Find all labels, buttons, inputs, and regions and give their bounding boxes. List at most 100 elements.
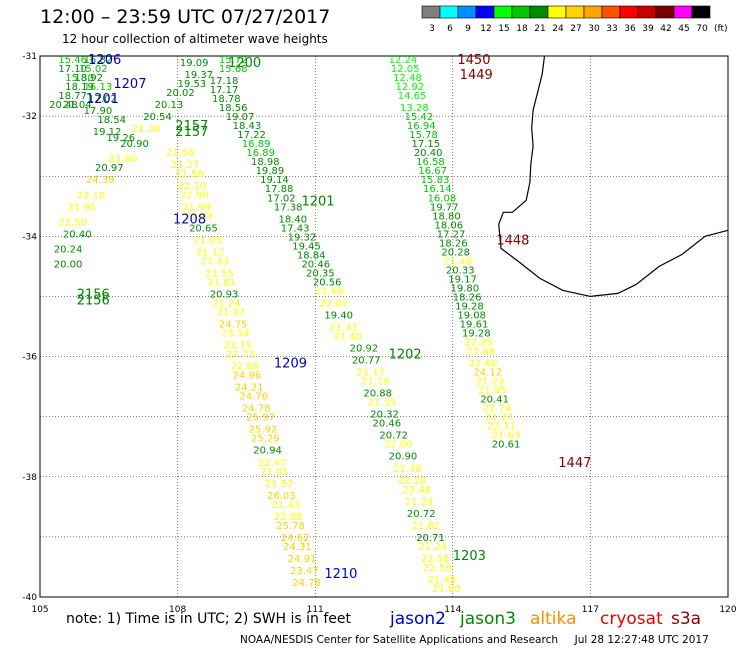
- swh-value: 18.54: [97, 115, 126, 126]
- swh-value: 16.89: [246, 148, 275, 159]
- swh-value: 21.07: [217, 307, 246, 318]
- colorbar-label: 9: [465, 24, 471, 34]
- swh-value: 22.25: [464, 338, 493, 349]
- mission-jason2-label: jason2: [390, 609, 446, 629]
- pass-number: 2157: [175, 119, 208, 134]
- pass-number: 1210: [324, 567, 357, 582]
- swh-value: 16.82: [84, 55, 113, 66]
- y-tick-label: -40: [22, 593, 37, 603]
- swh-value: 15.02: [79, 64, 108, 75]
- swh-value: 21.52: [265, 479, 294, 490]
- swh-value: 14.65: [398, 91, 427, 102]
- swh-value: 17.27: [437, 229, 466, 240]
- swh-value: 20.24: [54, 244, 83, 255]
- chart-title: 12:00 – 23:59 UTC 07/27/2017: [40, 6, 331, 28]
- swh-value: 21.99: [182, 202, 211, 213]
- swh-value: 20.41: [480, 395, 509, 406]
- swh-value: 21.40: [334, 332, 363, 343]
- swh-value: 18.06: [434, 220, 463, 231]
- swh-value: 21.04: [184, 211, 213, 222]
- pass-number: 1201: [301, 194, 334, 209]
- swh-value: 21.95: [68, 202, 97, 213]
- swh-value: 24.62: [281, 533, 310, 544]
- swh-value: 23.75: [223, 341, 252, 352]
- swh-value: 20.94: [253, 446, 282, 457]
- plot-frame: [39, 55, 729, 598]
- swh-value: 22.02: [320, 298, 349, 309]
- swh-value: 20.02: [166, 88, 195, 99]
- pass-number: 1449: [460, 68, 493, 83]
- swh-value: 12.92: [395, 82, 424, 93]
- pass-number: 1447: [558, 456, 591, 471]
- y-tick-label: -32: [22, 112, 37, 122]
- colorbar-label: 33: [606, 24, 617, 34]
- swh-value: 20.71: [416, 533, 445, 544]
- swh-value: 22.11: [487, 422, 516, 433]
- colorbar-label: 27: [570, 24, 581, 34]
- swh-value: 18.26: [453, 292, 482, 303]
- swh-value: 22.26: [398, 476, 427, 487]
- footer-note: note: 1) Time is in UTC; 2) SWH is in fe…: [66, 611, 352, 627]
- swh-value: 21.48: [444, 256, 473, 267]
- swh-value: 21.19: [361, 377, 390, 388]
- swh-value: 20.72: [407, 509, 436, 520]
- coastline: [498, 55, 729, 298]
- colorbar-label: 18: [516, 24, 528, 34]
- swh-value: 21.81: [207, 277, 236, 288]
- swh-value: 16.89: [242, 139, 271, 150]
- swh-value: 18.77: [58, 91, 87, 102]
- swh-value: 21.27: [171, 160, 200, 171]
- x-tick-label: 105: [31, 605, 48, 615]
- swh-value: 17.15: [412, 139, 441, 150]
- swh-value: 21.24: [418, 542, 447, 553]
- swh-value: 20.90: [120, 139, 149, 150]
- swh-value: 21.12: [196, 247, 225, 258]
- pass-number: 1203: [453, 549, 486, 564]
- swh-value: 24.75: [219, 319, 248, 330]
- swh-value: 21.63: [492, 431, 521, 442]
- swh-value: 18.80: [432, 211, 461, 222]
- swh-value: 17.18: [210, 76, 239, 87]
- swh-value: 19.89: [256, 166, 285, 177]
- y-tick-label: -38: [22, 473, 37, 483]
- swh-value: 18.98: [251, 157, 280, 168]
- swh-value: 20.92: [350, 344, 379, 355]
- pass-number: 1208: [173, 212, 206, 227]
- swh-value: 18.84: [297, 250, 326, 261]
- swh-value: 25.29: [251, 434, 280, 445]
- swh-value: 21.55: [368, 398, 397, 409]
- swh-value: 21.95: [478, 386, 507, 397]
- swh-value: 20.90: [389, 452, 418, 463]
- colorbar-label: 12: [480, 24, 491, 34]
- swh-value: 25.78: [276, 521, 305, 532]
- colorbar-label: 70: [696, 24, 708, 34]
- swh-value: 18.56: [219, 103, 248, 114]
- swh-value: 20.93: [210, 289, 239, 300]
- swh-value: 19.37: [184, 70, 213, 81]
- swh-value: 20.33: [446, 265, 475, 276]
- swh-value: 24.78: [242, 404, 271, 415]
- swh-value: 18.92: [74, 73, 103, 84]
- colorbar-label: 24: [552, 24, 564, 34]
- swh-value: 17.88: [265, 184, 294, 195]
- swh-value: 22.60: [469, 359, 498, 370]
- swh-value: 19.28: [462, 329, 491, 340]
- colorbar-label: 15: [498, 24, 509, 34]
- swh-value: 21.23: [476, 377, 505, 388]
- swh-value: 19.17: [448, 274, 477, 285]
- swh-value: 20.88: [363, 389, 392, 400]
- swh-value: 20.77: [352, 356, 381, 367]
- x-tick-label: 114: [444, 605, 461, 615]
- swh-value: 21.05: [194, 235, 223, 246]
- swh-value: 15.83: [421, 175, 450, 186]
- pass-number: 1448: [496, 233, 529, 248]
- swh-value: 22.74: [483, 404, 512, 415]
- swh-value: 18.40: [279, 214, 308, 225]
- swh-value: 17.02: [267, 193, 296, 204]
- swh-value: 23.48: [402, 485, 431, 496]
- swh-value: 21.01: [260, 467, 289, 478]
- swh-value: 17.10: [58, 64, 87, 75]
- swh-value: 25.97: [246, 413, 275, 424]
- swh-value: 20.48: [49, 100, 78, 111]
